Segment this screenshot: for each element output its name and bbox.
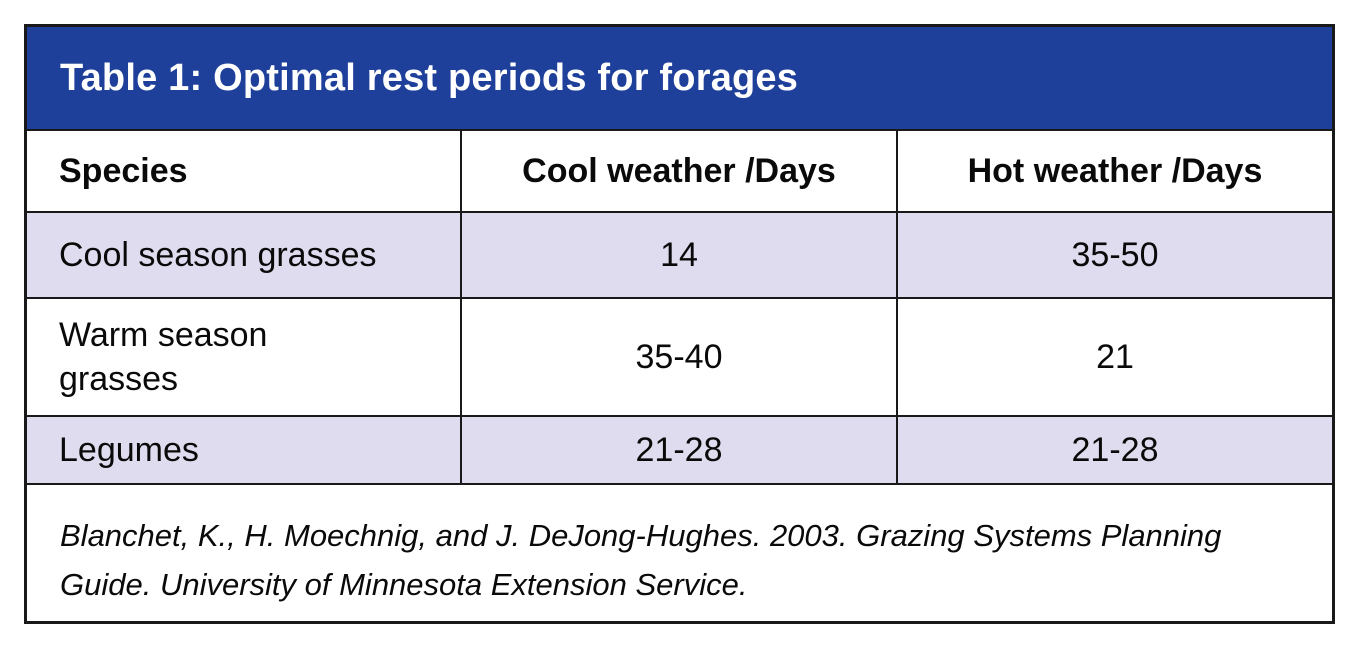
species-cell-text: Warm season grasses	[59, 316, 268, 398]
hot-weather-days-cell: 21-28	[896, 417, 1332, 483]
species-cell: Cool season grasses	[59, 236, 377, 274]
table-title: Table 1: Optimal rest periods for forage…	[60, 56, 799, 99]
table-row-legumes: Legumes 21-28 21-28	[27, 415, 1332, 483]
cool-weather-days-cell: 21-28	[460, 417, 896, 483]
cool-weather-days-cell: 14	[460, 213, 896, 297]
forage-rest-periods-table: Table 1: Optimal rest periods for forage…	[24, 24, 1335, 624]
species-cell: Legumes	[59, 431, 199, 469]
hot-weather-days-cell: 35-50	[896, 213, 1332, 297]
column-header-species: Species	[59, 152, 188, 190]
table-row-cool-season-grasses: Cool season grasses 14 35-50	[27, 211, 1332, 297]
column-header-cool-weather-days: Cool weather /Days	[460, 131, 896, 211]
table-row-warm-season-grasses: Warm season grasses 35-40 21	[27, 297, 1332, 415]
table-title-bar: Table 1: Optimal rest periods for forage…	[27, 27, 1332, 131]
hot-weather-days-cell: 21	[896, 299, 1332, 415]
cool-weather-days-cell: 35-40	[460, 299, 896, 415]
column-header-hot-weather-days: Hot weather /Days	[896, 131, 1332, 211]
table-header-row: Species Cool weather /Days Hot weather /…	[27, 131, 1332, 211]
source-citation: Blanchet, K., H. Moechnig, and J. DeJong…	[27, 483, 1332, 621]
species-cell: Warm season grasses	[27, 299, 460, 415]
